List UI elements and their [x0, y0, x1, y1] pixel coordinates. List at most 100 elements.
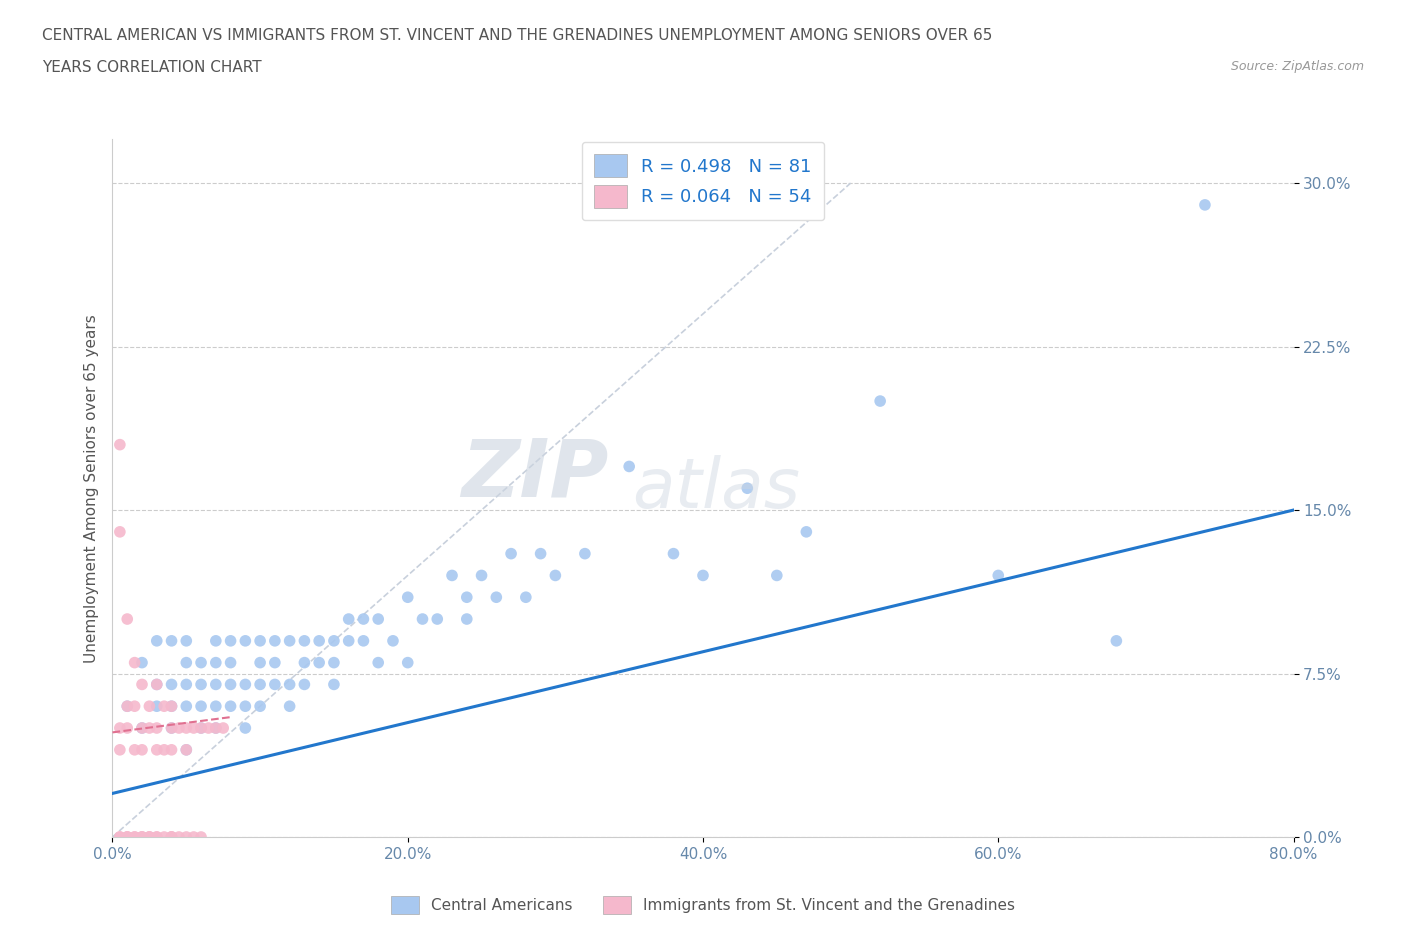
Point: [160, 721, 183, 736]
Point: [574, 546, 596, 561]
Point: [337, 633, 360, 648]
Point: [146, 698, 169, 713]
Point: [219, 655, 242, 670]
Point: [1105, 633, 1128, 648]
Point: [264, 677, 287, 692]
Point: [426, 612, 449, 627]
Point: [278, 677, 301, 692]
Point: [124, 830, 146, 844]
Point: [205, 633, 228, 648]
Point: [138, 830, 160, 844]
Point: [869, 393, 891, 408]
Point: [190, 721, 212, 736]
Point: [153, 742, 176, 757]
Point: [160, 698, 183, 713]
Point: [146, 721, 169, 736]
Point: [131, 721, 153, 736]
Point: [456, 590, 478, 604]
Point: [108, 830, 131, 844]
Point: [124, 698, 146, 713]
Point: [205, 677, 228, 692]
Point: [308, 655, 330, 670]
Point: [323, 633, 346, 648]
Point: [160, 633, 183, 648]
Point: [766, 568, 789, 583]
Point: [233, 633, 256, 648]
Point: [292, 633, 315, 648]
Point: [131, 721, 153, 736]
Point: [131, 830, 153, 844]
Point: [737, 481, 759, 496]
Point: [138, 830, 160, 844]
Point: [205, 721, 228, 736]
Point: [441, 568, 464, 583]
Point: [174, 721, 197, 736]
Legend: Central Americans, Immigrants from St. Vincent and the Grenadines: Central Americans, Immigrants from St. V…: [385, 890, 1021, 920]
Point: [167, 830, 190, 844]
Point: [501, 546, 523, 561]
Point: [197, 721, 219, 736]
Point: [382, 633, 405, 648]
Point: [108, 525, 131, 539]
Point: [160, 830, 183, 844]
Text: ZIP: ZIP: [461, 435, 609, 513]
Point: [190, 698, 212, 713]
Point: [146, 633, 169, 648]
Point: [146, 677, 169, 692]
Point: [160, 830, 183, 844]
Point: [662, 546, 685, 561]
Point: [108, 437, 131, 452]
Point: [117, 830, 138, 844]
Text: Source: ZipAtlas.com: Source: ZipAtlas.com: [1230, 60, 1364, 73]
Point: [146, 830, 169, 844]
Point: [174, 830, 197, 844]
Point: [146, 742, 169, 757]
Point: [396, 590, 419, 604]
Point: [515, 590, 537, 604]
Point: [249, 633, 271, 648]
Point: [138, 698, 160, 713]
Point: [796, 525, 818, 539]
Point: [131, 830, 153, 844]
Point: [124, 655, 146, 670]
Point: [352, 612, 374, 627]
Point: [183, 721, 205, 736]
Point: [411, 612, 433, 627]
Point: [308, 633, 330, 648]
Point: [692, 568, 714, 583]
Point: [292, 655, 315, 670]
Point: [131, 742, 153, 757]
Point: [160, 721, 183, 736]
Point: [174, 677, 197, 692]
Point: [153, 698, 176, 713]
Point: [292, 677, 315, 692]
Point: [160, 677, 183, 692]
Point: [278, 698, 301, 713]
Point: [264, 633, 287, 648]
Point: [146, 677, 169, 692]
Point: [117, 830, 138, 844]
Point: [337, 612, 360, 627]
Text: atlas: atlas: [633, 455, 800, 522]
Point: [131, 830, 153, 844]
Point: [485, 590, 508, 604]
Point: [249, 655, 271, 670]
Point: [117, 612, 138, 627]
Point: [108, 742, 131, 757]
Point: [278, 633, 301, 648]
Point: [544, 568, 567, 583]
Point: [160, 698, 183, 713]
Point: [352, 633, 374, 648]
Point: [174, 655, 197, 670]
Point: [190, 677, 212, 692]
Point: [124, 742, 146, 757]
Point: [190, 830, 212, 844]
Text: CENTRAL AMERICAN VS IMMIGRANTS FROM ST. VINCENT AND THE GRENADINES UNEMPLOYMENT : CENTRAL AMERICAN VS IMMIGRANTS FROM ST. …: [42, 28, 993, 43]
Point: [987, 568, 1010, 583]
Point: [456, 612, 478, 627]
Point: [153, 830, 176, 844]
Point: [219, 677, 242, 692]
Point: [131, 655, 153, 670]
Point: [117, 830, 138, 844]
Point: [174, 742, 197, 757]
